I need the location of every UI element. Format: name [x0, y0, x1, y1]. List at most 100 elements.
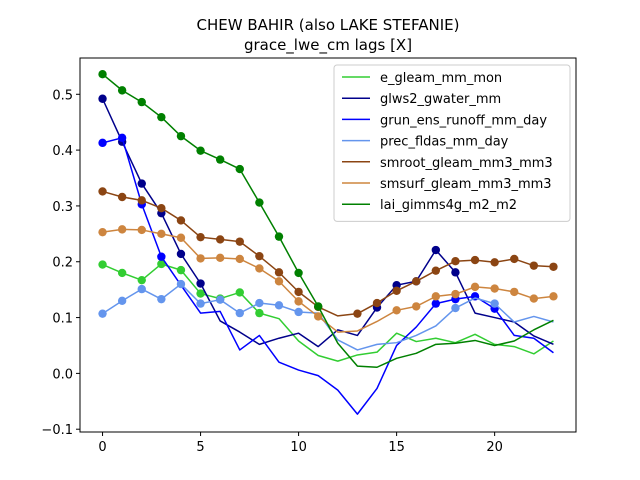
legend-label: e_gleam_mm_mon [380, 71, 502, 86]
data-point [137, 284, 146, 294]
data-point [294, 287, 303, 297]
data-point [196, 146, 205, 155]
x-tick-label: 10 [290, 440, 307, 455]
legend-box [333, 64, 571, 222]
data-point [176, 249, 186, 259]
legend-entry: prec_fldas_mm_day [342, 135, 509, 150]
data-point [98, 260, 107, 269]
data-point [176, 131, 186, 141]
data-point [235, 237, 244, 246]
data-point [294, 297, 303, 306]
data-point [274, 268, 284, 277]
data-point [215, 155, 225, 164]
data-point [117, 192, 127, 202]
data-point [98, 309, 107, 318]
data-point [313, 312, 323, 321]
data-point [196, 289, 205, 298]
axes-frame [79, 57, 577, 433]
data-point [176, 216, 186, 225]
data-point [157, 112, 166, 122]
y-tick-label: 0.2 [52, 256, 73, 271]
data-point [255, 251, 264, 261]
legend-entry: e_gleam_mm_mon [342, 71, 502, 86]
series-e_gleam_mm_mon [98, 259, 554, 362]
data-point [235, 308, 244, 318]
data-point [157, 294, 166, 304]
legend-entry: smsurf_gleam_mm3_mm3 [342, 177, 552, 192]
data-point [235, 164, 244, 174]
plot-area [98, 69, 558, 415]
data-point [137, 196, 146, 205]
data-point [196, 299, 205, 308]
series-line [102, 73, 554, 368]
data-point [157, 259, 166, 269]
data-point [431, 292, 441, 301]
data-point [176, 279, 186, 289]
data-point [392, 286, 401, 295]
data-point [451, 268, 460, 277]
data-point [98, 69, 107, 79]
data-point [529, 294, 539, 303]
data-point [431, 245, 441, 255]
chart-subtitle: grace_lwe_cm lags [X] [244, 36, 412, 55]
y-tick-label: 0.3 [52, 200, 73, 215]
data-point [313, 302, 323, 311]
series-line [101, 98, 554, 348]
data-point [529, 261, 539, 270]
data-point [235, 254, 244, 264]
data-point [117, 225, 127, 234]
data-point [412, 277, 421, 286]
data-point [510, 287, 519, 297]
data-point [176, 265, 186, 275]
data-point [255, 308, 264, 318]
data-point [255, 298, 264, 308]
legend-label: grun_ens_runoff_mm_day [380, 113, 547, 128]
data-point [98, 94, 107, 103]
legend: e_gleam_mm_mon glws2_gwater_mm grun_ens_ru… [333, 64, 571, 222]
data-point [196, 232, 205, 242]
data-point [117, 86, 127, 95]
data-point [117, 133, 127, 143]
legend-entry: smroot_gleam_mm3_mm3 [342, 156, 553, 171]
data-point [490, 299, 499, 308]
data-point [157, 229, 166, 239]
x-tick-label: 0 [98, 440, 106, 455]
legend-label: prec_fldas_mm_day [380, 135, 509, 150]
legend-label: smsurf_gleam_mm3_mm3 [380, 177, 552, 192]
data-point [98, 138, 107, 148]
data-point [196, 254, 205, 263]
data-point [157, 203, 166, 213]
x-tick-label: 5 [196, 440, 204, 455]
data-point [215, 253, 225, 263]
legend-label: lai_gimms4g_m2_m2 [380, 198, 517, 213]
axes: 0 5 10 15 20 −0.1 0.0 0.1 0.2 0.3 0.4 0.5 [41, 57, 577, 455]
data-point [215, 235, 225, 244]
y-tick-label: 0.5 [52, 88, 73, 103]
y-tick-label: 0.1 [52, 312, 73, 327]
series-lai_gimms4g_m2_m2 [98, 69, 554, 368]
legend-entry: lai_gimms4g_m2_m2 [342, 198, 517, 213]
data-point [294, 268, 303, 278]
data-point [392, 306, 401, 315]
data-point [294, 307, 303, 317]
data-point [451, 256, 460, 266]
data-point [98, 227, 107, 237]
data-point [431, 266, 441, 275]
legend-label: smroot_gleam_mm3_mm3 [380, 156, 553, 171]
data-point [176, 233, 186, 242]
data-point [117, 268, 127, 278]
x-tick-label: 15 [388, 440, 405, 455]
data-point [549, 292, 558, 301]
data-point [470, 282, 480, 292]
data-point [549, 262, 558, 271]
data-point [117, 296, 127, 306]
data-point [431, 299, 441, 308]
data-point [137, 179, 146, 188]
data-point [235, 288, 244, 297]
data-point [490, 284, 499, 293]
legend-label: glws2_gwater_mm [380, 92, 501, 107]
y-tick-label: −0.1 [41, 423, 73, 438]
data-point [490, 258, 499, 267]
